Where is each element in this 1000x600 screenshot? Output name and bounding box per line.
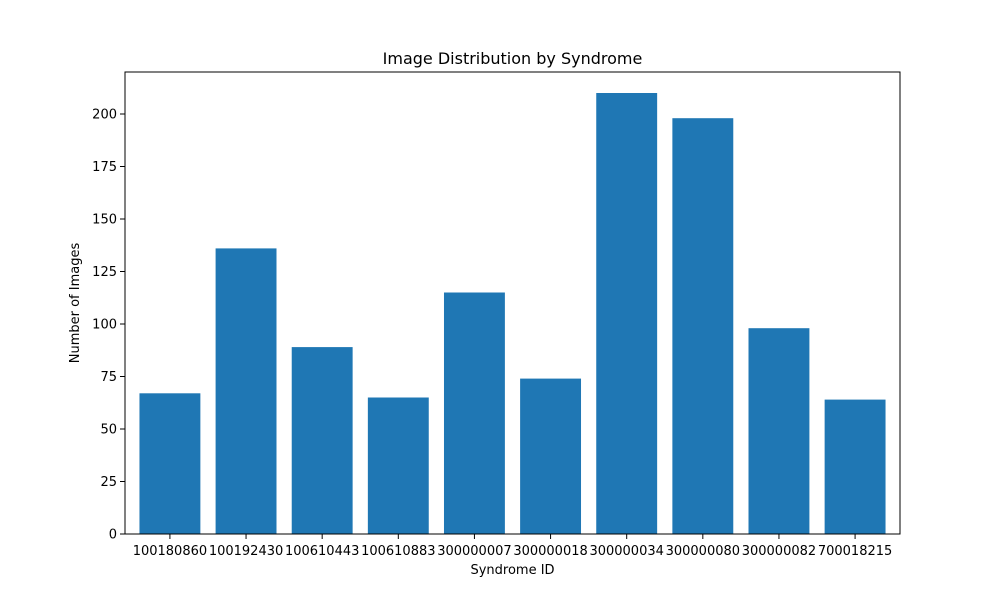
y-tick-label: 150 (92, 213, 117, 228)
x-tick-label: 300000034 (589, 544, 663, 559)
x-tick-label: 100610883 (361, 544, 435, 559)
x-tick-label: 700018215 (818, 544, 892, 559)
bars-group (139, 93, 886, 534)
y-axis-label: Number of Images (68, 243, 83, 364)
y-tick-label: 125 (92, 265, 117, 280)
y-tick-label: 175 (92, 160, 117, 175)
plot-frame (124, 71, 901, 535)
y-tick-label: 200 (92, 108, 117, 123)
y-tick-label: 25 (100, 475, 117, 490)
bar-100610883 (367, 397, 429, 534)
y-tick-label: 50 (100, 423, 117, 438)
y-tick-label: 100 (92, 318, 117, 333)
x-tick-label: 300000007 (437, 544, 511, 559)
bar-100192430 (215, 248, 277, 534)
x-tick-label: 300000080 (666, 544, 740, 559)
chart-title: Image Distribution by Syndrome (383, 49, 643, 68)
bar-300000018 (520, 378, 582, 534)
bar-100180860 (139, 393, 201, 534)
x-tick-label: 100192430 (209, 544, 283, 559)
y-tick-label: 75 (100, 370, 117, 385)
bar-300000034 (596, 93, 658, 534)
bar-300000082 (748, 328, 810, 534)
x-axis-label: Syndrome ID (470, 563, 554, 578)
y-axis-ticks: 0 25 50 75 100 125 150 175 200 (92, 108, 125, 543)
x-tick-label: 300000082 (742, 544, 816, 559)
x-tick-label: 100610443 (285, 544, 359, 559)
bar-300000007 (443, 292, 505, 534)
x-axis-ticks: 100180860 100192430 100610443 100610883 3000… (133, 534, 892, 559)
x-tick-label: 100180860 (133, 544, 207, 559)
bar-100610443 (291, 347, 353, 534)
x-tick-label: 300000018 (513, 544, 587, 559)
y-tick-label: 0 (109, 528, 117, 543)
bar-300000080 (672, 118, 734, 534)
bar-700018215 (824, 399, 886, 534)
